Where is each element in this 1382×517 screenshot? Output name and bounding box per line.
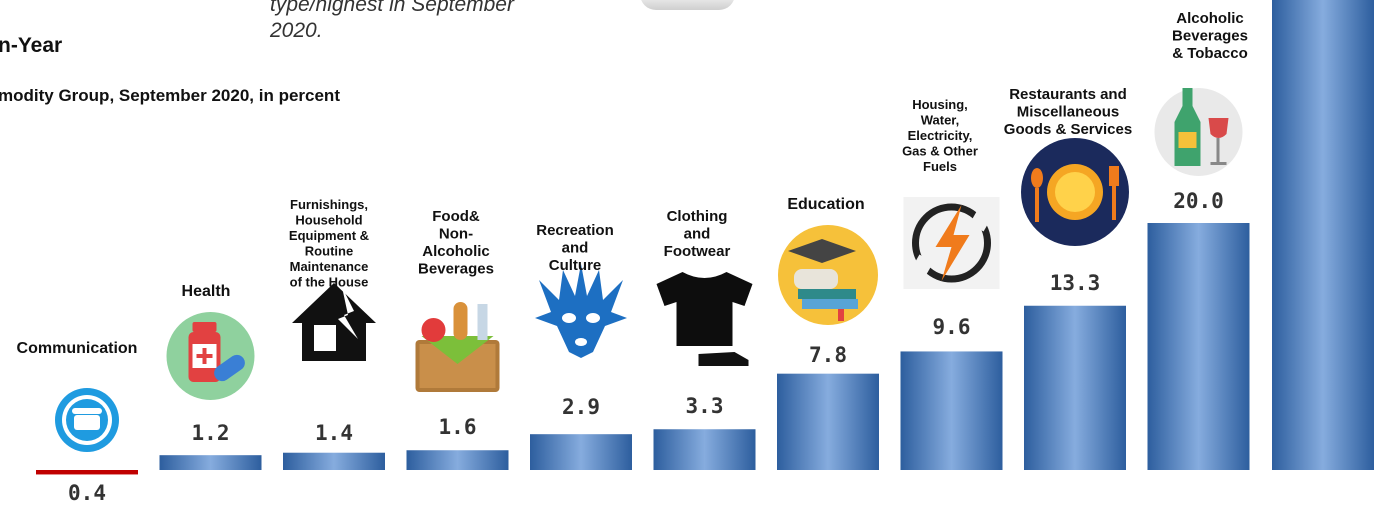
category-label-9: Restaurants and Miscellaneous Goods & Serv… <box>1004 86 1132 138</box>
value-label-5: 2.9 <box>562 395 600 419</box>
graduation-books-icon <box>778 225 878 325</box>
bar-3 <box>283 452 385 470</box>
value-label-9: 13.3 <box>1050 271 1101 295</box>
category-label-8: Housing, Water, Electricity, Gas & Other Fue… <box>902 97 978 174</box>
note-line-2: 2020. <box>270 19 323 42</box>
value-label-4: 1.6 <box>439 415 477 439</box>
bar-9 <box>1024 305 1126 470</box>
telephone-icon <box>55 388 119 452</box>
medicine-icon <box>166 312 255 400</box>
wine-bottle-icon <box>1154 88 1243 176</box>
value-label-6: 3.3 <box>686 394 724 418</box>
value-label-10: 20.0 <box>1173 189 1224 213</box>
category-label-2: Health <box>182 283 231 300</box>
category-label-4: Food& Non-Alcoholic Beverages <box>418 208 494 278</box>
decorative-shape <box>640 0 735 10</box>
category-label-5: Recreation and Culture <box>536 222 614 274</box>
category-label-3: Furnishings, Household Equipment & Routine M… <box>289 197 369 290</box>
bar-11 <box>1272 0 1374 470</box>
bar-4 <box>406 450 509 470</box>
category-label-1: Communication <box>17 340 138 357</box>
bar-10 <box>1147 223 1250 470</box>
note-text: type/highest in September 2020. <box>270 0 514 44</box>
chart-title: n-Year <box>0 34 63 57</box>
broken-house-icon <box>292 283 376 361</box>
category-label-6: Clothing and Footwear <box>664 208 731 260</box>
value-label-3: 1.4 <box>315 421 353 445</box>
bar-6 <box>653 429 756 470</box>
carnival-mask-icon <box>535 264 627 358</box>
note-line-1: type/highest in September <box>270 0 514 16</box>
category-label-7: Education <box>787 196 864 213</box>
value-label-7: 7.8 <box>809 343 847 367</box>
value-label-8: 9.6 <box>933 315 971 339</box>
clothing-icon <box>656 272 753 366</box>
value-label-2: 1.2 <box>192 421 230 445</box>
bar-8 <box>900 351 1003 470</box>
bar-1-negative <box>36 470 138 475</box>
bar-7 <box>777 373 879 470</box>
bar-2 <box>159 455 262 470</box>
bar-5 <box>530 434 632 470</box>
chart-subtitle: modity Group, September 2020, in percent <box>0 86 340 105</box>
category-label-10: Alcoholic Beverages & Tobacco <box>1172 10 1248 62</box>
lightning-icon <box>903 197 1000 289</box>
dining-plate-icon <box>1021 138 1129 246</box>
value-label-1: 0.4 <box>68 481 106 505</box>
food-basket-icon <box>415 302 500 392</box>
